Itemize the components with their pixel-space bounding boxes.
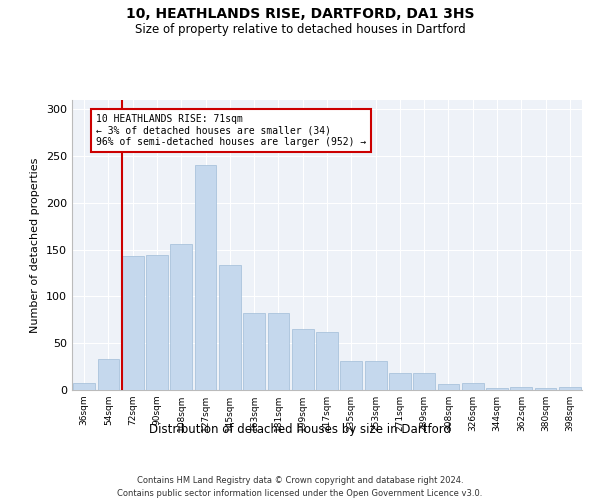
Bar <box>219 264 241 390</box>
Text: Contains public sector information licensed under the Open Government Licence v3: Contains public sector information licen… <box>118 489 482 498</box>
Text: Contains HM Land Registry data © Crown copyright and database right 2024.: Contains HM Land Registry data © Crown c… <box>137 476 463 485</box>
Bar <box>292 329 314 390</box>
Bar <box>340 361 362 390</box>
Bar <box>365 361 386 390</box>
Text: Size of property relative to detached houses in Dartford: Size of property relative to detached ho… <box>134 22 466 36</box>
Bar <box>462 384 484 390</box>
Bar <box>437 384 460 390</box>
Text: 10 HEATHLANDS RISE: 71sqm
← 3% of detached houses are smaller (34)
96% of semi-d: 10 HEATHLANDS RISE: 71sqm ← 3% of detach… <box>96 114 367 147</box>
Bar <box>535 388 556 390</box>
Y-axis label: Number of detached properties: Number of detached properties <box>31 158 40 332</box>
Bar <box>122 256 143 390</box>
Bar <box>73 382 95 390</box>
Bar <box>170 244 192 390</box>
Bar <box>559 387 581 390</box>
Bar <box>97 359 119 390</box>
Bar <box>268 314 289 390</box>
Bar <box>243 314 265 390</box>
Text: Distribution of detached houses by size in Dartford: Distribution of detached houses by size … <box>149 422 451 436</box>
Bar <box>389 373 411 390</box>
Bar <box>146 256 168 390</box>
Bar <box>486 388 508 390</box>
Bar <box>511 387 532 390</box>
Bar <box>316 332 338 390</box>
Text: 10, HEATHLANDS RISE, DARTFORD, DA1 3HS: 10, HEATHLANDS RISE, DARTFORD, DA1 3HS <box>126 8 474 22</box>
Bar <box>194 166 217 390</box>
Bar <box>413 373 435 390</box>
